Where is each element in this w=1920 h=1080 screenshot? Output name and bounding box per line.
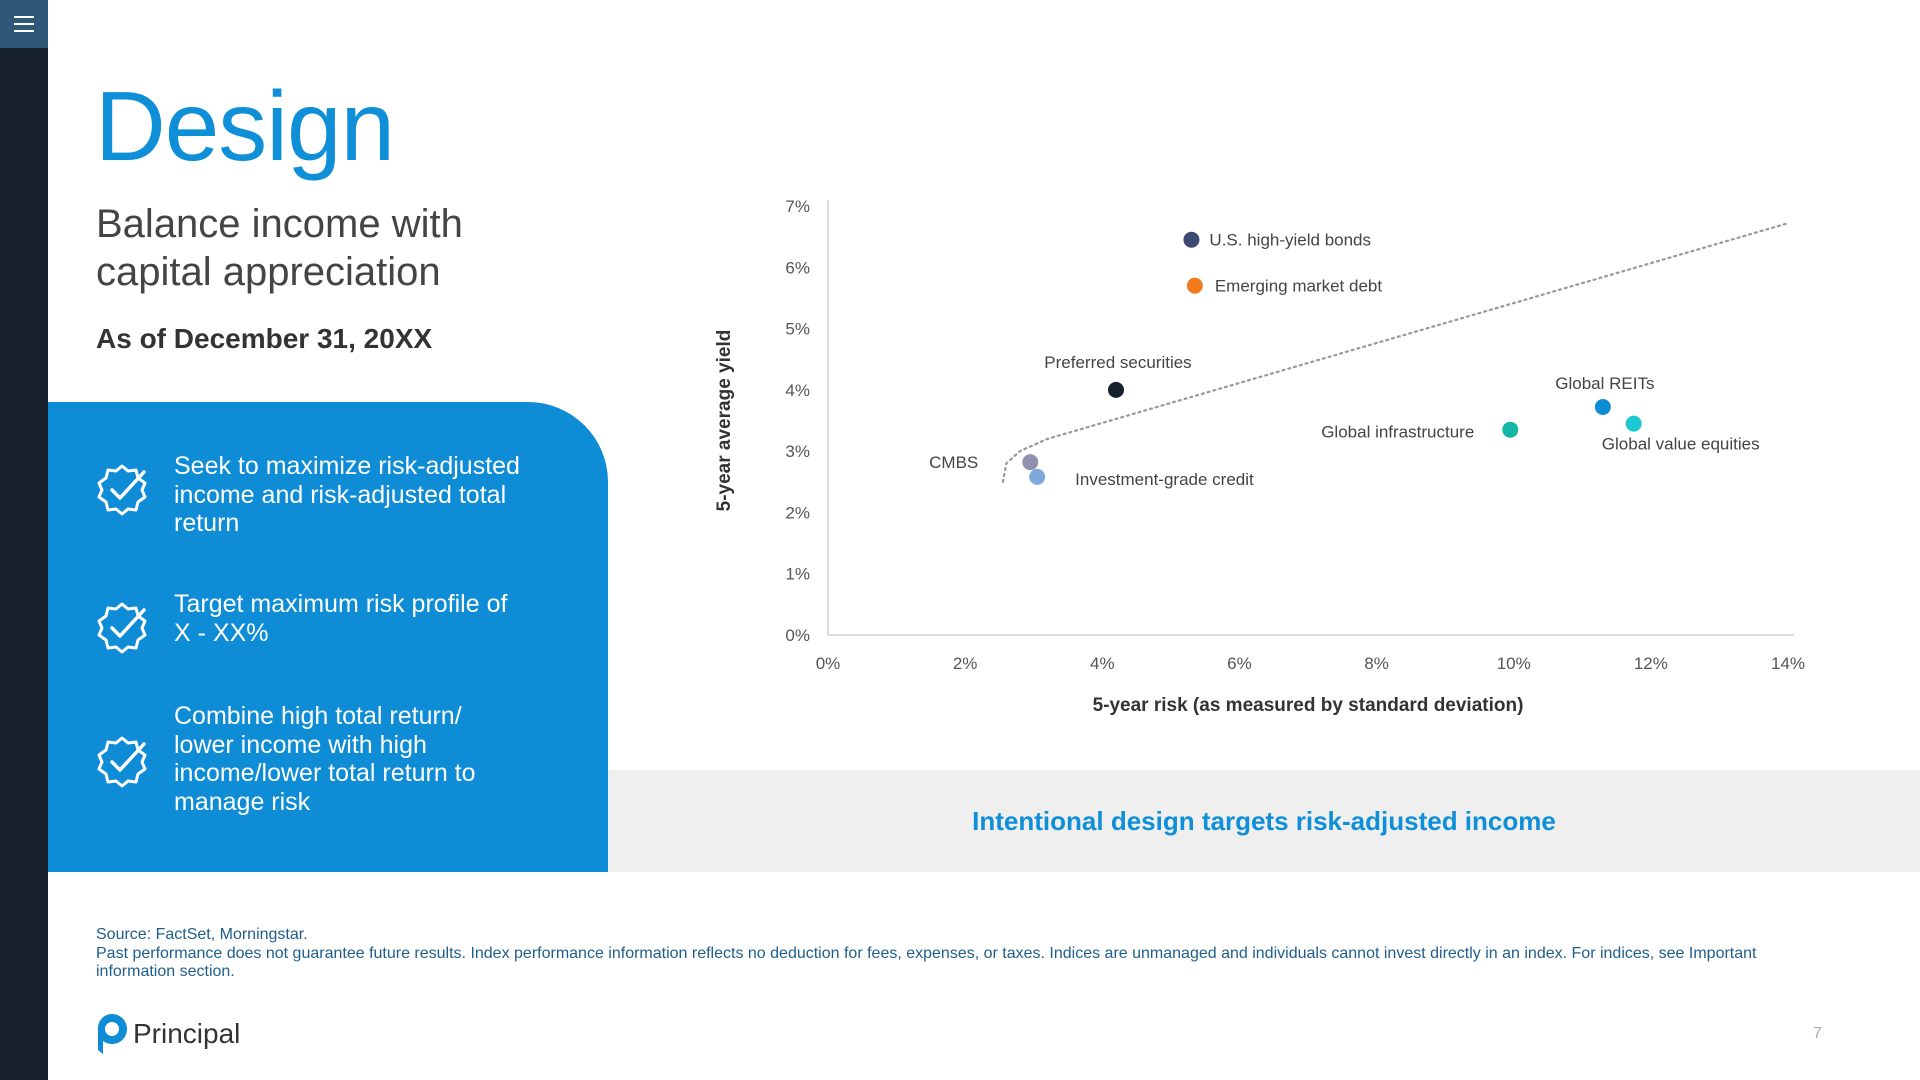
badge-check-icon xyxy=(97,464,147,516)
page-title: Design xyxy=(95,71,395,181)
scatter-chart: 0% 1% 2% 3% 4% 5% 6% 7% 0% 2% 4% 6% 8% 10% 12% 14% 5-yea… xyxy=(714,197,1805,716)
x-tick-label: 6% xyxy=(1227,654,1252,673)
data-label: Investment-grade credit xyxy=(1075,470,1254,489)
y-tick-label: 4% xyxy=(785,381,810,400)
page-subtitle: Balance income with capital appreciation xyxy=(96,202,463,294)
data-label: Preferred securities xyxy=(1044,353,1191,372)
objective-text: Seek to maximize risk-adjusted income an… xyxy=(174,452,520,537)
objective-item: Seek to maximize risk-adjusted income an… xyxy=(94,452,524,538)
footnotes: Source: FactSet, Morningstar. Past perfo… xyxy=(96,926,1796,982)
y-tick-label: 7% xyxy=(785,197,810,216)
y-tick-label: 0% xyxy=(785,626,810,645)
badge-check-icon xyxy=(97,736,147,788)
x-tick-label: 0% xyxy=(816,654,841,673)
x-tick-label: 4% xyxy=(1090,654,1115,673)
data-label: Emerging market debt xyxy=(1215,277,1383,296)
x-tick-label: 12% xyxy=(1634,654,1668,673)
menu-button[interactable] xyxy=(0,0,48,48)
data-label: Global REITs xyxy=(1555,374,1654,393)
callout-band: Intentional design targets risk-adjusted… xyxy=(608,770,1920,872)
badge-check-icon xyxy=(97,602,147,654)
principal-logo: Principal xyxy=(95,1012,240,1056)
objective-text: Target maximum risk profile of X - XX% xyxy=(174,590,508,647)
callout-text: Intentional design targets risk-adjusted… xyxy=(972,805,1556,836)
objective-item: Combine high total return/ lower income … xyxy=(94,702,524,816)
data-point xyxy=(1108,381,1124,398)
y-tick-label: 3% xyxy=(785,442,810,461)
data-label: U.S. high-yield bonds xyxy=(1209,231,1371,250)
left-rail xyxy=(0,0,48,1080)
source-note: Source: FactSet, Morningstar. xyxy=(96,926,308,943)
objective-text: Combine high total return/ lower income … xyxy=(174,702,476,816)
data-label: CMBS xyxy=(929,453,978,472)
objective-item: Target maximum risk profile of X - XX% xyxy=(94,590,524,656)
y-tick-label: 6% xyxy=(785,258,810,277)
x-tick-label: 8% xyxy=(1364,654,1389,673)
as-of-date: As of December 31, 20XX xyxy=(96,323,433,354)
data-point xyxy=(1022,454,1039,471)
y-axis-title: 5-year average yield xyxy=(714,330,735,512)
page-number: 7 xyxy=(1813,1025,1822,1042)
data-label: Global value equities xyxy=(1602,435,1760,454)
data-point xyxy=(1186,277,1203,294)
x-axis-title: 5-year risk (as measured by standard dev… xyxy=(1093,695,1524,716)
principal-logo-icon xyxy=(97,1013,127,1054)
trend-line xyxy=(1001,222,1790,483)
objectives-panel: Seek to maximize risk-adjusted income an… xyxy=(48,402,608,872)
data-point xyxy=(1594,399,1611,416)
x-tick-label: 2% xyxy=(953,654,978,673)
y-tick-label: 1% xyxy=(785,565,810,584)
x-tick-label: 10% xyxy=(1497,654,1531,673)
hamburger-menu-icon xyxy=(14,16,34,32)
y-tick-label: 2% xyxy=(785,503,810,522)
y-tick-label: 5% xyxy=(785,320,810,339)
data-point xyxy=(1502,421,1519,438)
data-label: Global infrastructure xyxy=(1321,423,1474,442)
logo-wordmark: Principal xyxy=(133,1018,241,1049)
disclaimer: Past performance does not guarantee futu… xyxy=(96,944,1757,981)
data-point xyxy=(1625,415,1642,432)
data-point xyxy=(1183,231,1200,248)
data-point xyxy=(1029,468,1046,485)
x-tick-label: 14% xyxy=(1771,654,1805,673)
